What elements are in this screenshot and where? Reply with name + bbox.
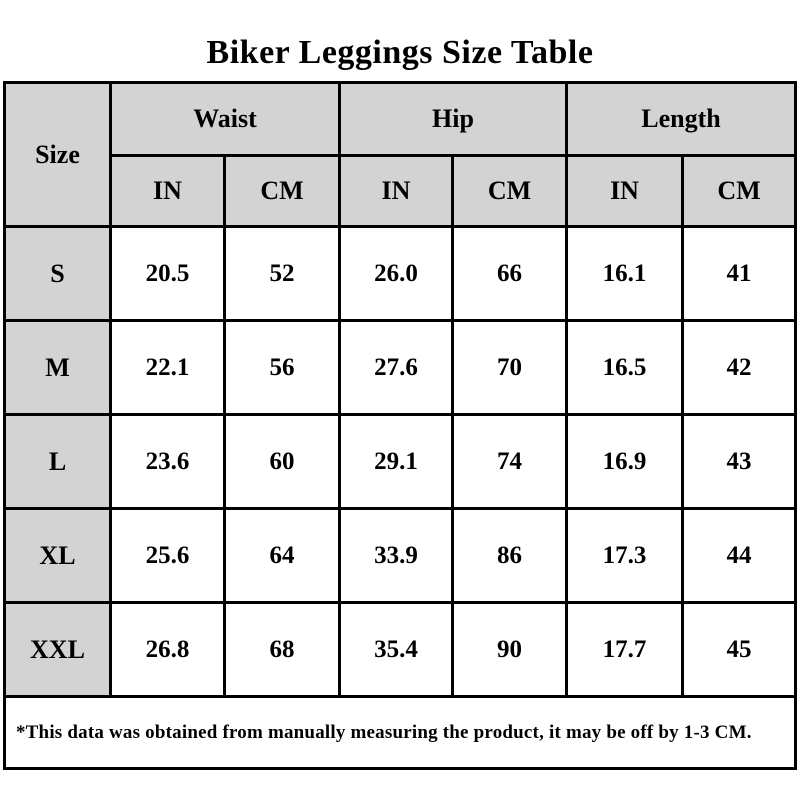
footnote-row: *This data was obtained from manually me…	[2, 695, 798, 770]
cell-xl-waist-cm: 64	[222, 507, 342, 604]
unit-header-waist-in: IN	[108, 154, 226, 228]
cell-l-hip-in: 29.1	[338, 413, 454, 510]
cell-s-waist-cm: 52	[222, 225, 342, 322]
table-row-s: S 20.5 52 26.0 66 16.1 41	[2, 225, 798, 322]
row-label-xxl: XXL	[2, 601, 112, 698]
unit-header-length-cm: CM	[681, 154, 798, 228]
table-row-l: L 23.6 60 29.1 74 16.9 43	[2, 413, 798, 510]
cell-l-length-cm: 43	[681, 413, 798, 510]
cell-m-length-in: 16.5	[565, 319, 685, 416]
cell-xl-length-in: 17.3	[565, 507, 685, 604]
cell-l-length-in: 16.9	[565, 413, 685, 510]
row-label-s: S	[2, 225, 112, 322]
cell-xl-waist-in: 25.6	[108, 507, 226, 604]
cell-s-length-in: 16.1	[565, 225, 685, 322]
group-header-hip: Hip	[337, 81, 569, 157]
page-title: Biker Leggings Size Table	[206, 34, 594, 71]
unit-header-length-in: IN	[565, 154, 685, 228]
cell-m-waist-in: 22.1	[108, 319, 226, 416]
cell-l-waist-cm: 60	[222, 413, 342, 510]
cell-s-hip-in: 26.0	[338, 225, 454, 322]
size-table: Size Waist Hip Length IN CM IN CM IN CM …	[2, 81, 798, 770]
cell-s-waist-in: 20.5	[108, 225, 226, 322]
footnote: *This data was obtained from manually me…	[2, 695, 798, 770]
cell-s-hip-cm: 66	[450, 225, 569, 322]
unit-header-hip-cm: CM	[450, 154, 569, 228]
cell-l-waist-in: 23.6	[108, 413, 226, 510]
cell-xxl-waist-cm: 68	[222, 601, 342, 698]
row-label-xl: XL	[2, 507, 112, 604]
cell-l-hip-cm: 74	[450, 413, 569, 510]
group-header-length: Length	[565, 81, 798, 157]
group-header-row: Size Waist Hip Length	[2, 81, 798, 228]
row-label-l: L	[2, 413, 112, 510]
cell-m-waist-cm: 56	[222, 319, 342, 416]
row-label-m: M	[2, 319, 112, 416]
cell-xl-hip-in: 33.9	[338, 507, 454, 604]
cell-m-length-cm: 42	[681, 319, 798, 416]
group-header-waist: Waist	[108, 81, 342, 157]
cell-xxl-length-in: 17.7	[565, 601, 685, 698]
unit-header-waist-cm: CM	[222, 154, 342, 228]
table-row-m: M 22.1 56 27.6 70 16.5 42	[2, 319, 798, 416]
table-row-xl: XL 25.6 64 33.9 86 17.3 44	[2, 507, 798, 604]
size-column-header: Size	[2, 81, 112, 228]
cell-xl-hip-cm: 86	[450, 507, 569, 604]
table-row-xxl: XXL 26.8 68 35.4 90 17.7 45	[2, 601, 798, 698]
cell-xxl-waist-in: 26.8	[108, 601, 226, 698]
cell-m-hip-cm: 70	[450, 319, 569, 416]
cell-xxl-hip-in: 35.4	[338, 601, 454, 698]
cell-xxl-hip-cm: 90	[450, 601, 569, 698]
unit-header-hip-in: IN	[338, 154, 454, 228]
cell-xxl-length-cm: 45	[681, 601, 798, 698]
unit-header-row: IN CM IN CM IN CM	[4, 154, 798, 228]
cell-xl-length-cm: 44	[681, 507, 798, 604]
cell-m-hip-in: 27.6	[338, 319, 454, 416]
cell-s-length-cm: 41	[681, 225, 798, 322]
